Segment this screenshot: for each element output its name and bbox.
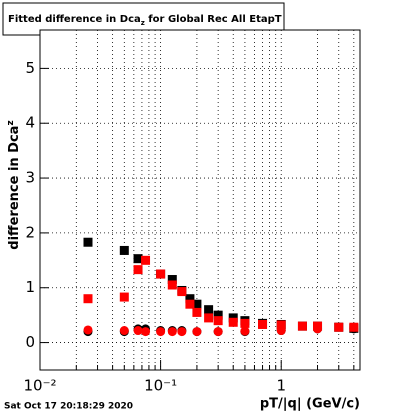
point: [133, 265, 143, 275]
point: [177, 287, 187, 297]
point: [276, 320, 286, 330]
y-tick-label: 4: [25, 114, 35, 132]
point: [349, 322, 359, 332]
x-tick-label: 10⁻²: [23, 377, 56, 395]
point: [141, 327, 151, 337]
point: [240, 326, 250, 336]
point: [185, 294, 195, 304]
point: [276, 326, 286, 336]
point: [192, 299, 202, 309]
point: [167, 275, 177, 285]
point: [213, 327, 223, 337]
point: [83, 325, 93, 335]
point: [133, 326, 143, 336]
point: [119, 292, 129, 302]
y-tick-label: 0: [25, 333, 35, 351]
point: [167, 280, 177, 290]
point: [119, 245, 129, 255]
point: [213, 316, 223, 326]
x-axis-label: pT/|q| (GeV/c): [260, 397, 360, 412]
point: [156, 327, 166, 337]
chart-title: Fitted difference in Dcaz for Global Rec…: [8, 14, 282, 27]
point: [204, 305, 214, 315]
point: [192, 327, 202, 337]
point: [258, 319, 268, 329]
point: [334, 322, 344, 332]
y-tick-label: 3: [25, 169, 35, 187]
y-tick-label: 5: [25, 59, 35, 77]
point: [313, 324, 323, 334]
point: [213, 310, 223, 320]
point: [204, 313, 214, 323]
point: [119, 326, 129, 336]
point: [192, 307, 202, 317]
point: [297, 321, 307, 331]
point: [156, 269, 166, 279]
point: [177, 327, 187, 337]
point: [185, 299, 195, 309]
point: [141, 255, 151, 265]
title-sub: z: [141, 19, 145, 27]
x-tick-label: 1: [276, 377, 286, 395]
point: [133, 254, 143, 264]
y-tick-label: 1: [25, 278, 35, 296]
title-main: Fitted difference in Dca: [8, 14, 141, 25]
y-label-sub: z: [6, 120, 16, 125]
title-rest: for Global Rec All EtapT: [145, 14, 282, 25]
footer-date: Sat Oct 17 20:18:29 2020: [4, 402, 133, 412]
y-label-main: difference in Dca: [7, 126, 22, 250]
y-tick-label: 2: [25, 223, 35, 241]
y-axis-label: difference in Dcaz: [6, 120, 22, 249]
point: [83, 294, 93, 304]
point: [228, 317, 238, 327]
point: [167, 327, 177, 337]
point: [83, 237, 93, 247]
plot-frame: [39, 29, 361, 371]
x-tick-label: 10⁻¹: [144, 377, 177, 395]
point: [240, 318, 250, 328]
